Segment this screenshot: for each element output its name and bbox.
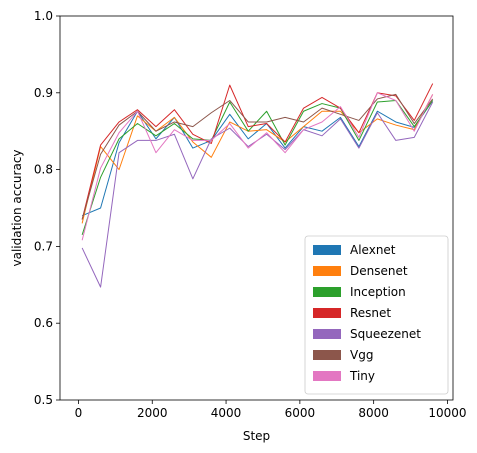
- series-line-vgg: [81, 93, 434, 220]
- x-tick-label: 10000: [428, 406, 466, 420]
- y-axis-ticks: 0.5 0.6 0.7 0.8 0.9 1.0: [34, 9, 60, 407]
- legend-label-alexnet: Alexnet: [350, 243, 396, 257]
- plot-lines: [81, 83, 434, 288]
- legend-label-squeezenet: Squeezenet: [350, 327, 421, 341]
- series-line-alexnet: [81, 100, 434, 217]
- series-line-resnet: [81, 83, 434, 220]
- x-tick-label: 0: [75, 406, 83, 420]
- legend-swatch-alexnet: [313, 245, 341, 255]
- x-tick-label: 2000: [137, 406, 168, 420]
- y-tick-label: 0.5: [34, 393, 53, 407]
- legend-swatch-densenet: [313, 266, 341, 276]
- y-axis-label: validation accuracy: [10, 149, 24, 266]
- x-tick-label: 4000: [211, 406, 242, 420]
- plot-frame: [59, 15, 454, 401]
- y-tick-label: 0.9: [34, 86, 53, 100]
- y-tick-label: 0.8: [34, 163, 53, 177]
- legend-swatch-inception: [313, 287, 341, 297]
- legend-label-inception: Inception: [350, 285, 406, 299]
- y-tick-label: 0.6: [34, 316, 53, 330]
- legend-swatch-vgg: [313, 350, 341, 360]
- legend: Alexnet Densenet Inception Resnet Squeezenet…: [304, 235, 449, 395]
- x-tick-label: 8000: [358, 406, 389, 420]
- series-line-inception: [81, 99, 434, 236]
- legend-swatch-squeezenet: [313, 329, 341, 339]
- y-tick-label: 0.7: [34, 239, 53, 253]
- legend-label-densenet: Densenet: [350, 264, 408, 278]
- y-tick-label: 1.0: [34, 9, 53, 23]
- legend-label-resnet: Resnet: [350, 306, 391, 320]
- x-axis-label: Step: [243, 429, 270, 443]
- x-axis-ticks: 0 2000 4000 6000 8000 10000: [75, 400, 467, 420]
- legend-swatch-resnet: [313, 308, 341, 318]
- series-line-tiny: [81, 92, 434, 241]
- legend-swatch-tiny: [313, 371, 341, 381]
- legend-label-vgg: Vgg: [350, 348, 373, 362]
- x-tick-label: 6000: [285, 406, 316, 420]
- legend-label-tiny: Tiny: [349, 369, 375, 383]
